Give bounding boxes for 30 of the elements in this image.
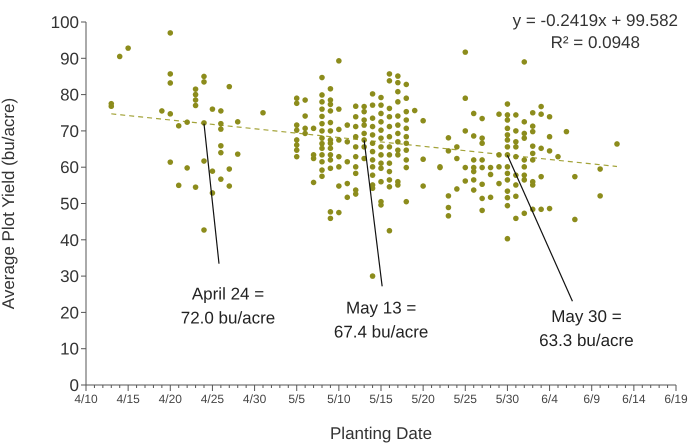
x-axis-title: Planting Date bbox=[330, 424, 432, 443]
y-tick-label: 80 bbox=[60, 86, 79, 105]
x-tick-label: 5/10 bbox=[327, 392, 351, 406]
x-tick-label: 6/9 bbox=[583, 392, 600, 406]
x-tick-label: 6/4 bbox=[541, 392, 558, 406]
y-tick-label: 10 bbox=[60, 340, 79, 359]
y-tick-label: 70 bbox=[60, 122, 79, 141]
y-tick-label: 40 bbox=[60, 230, 79, 250]
y-tick-label: 90 bbox=[60, 49, 79, 68]
x-tick-label: 4/30 bbox=[242, 392, 267, 406]
annotation: April 24 = 72.0 bu/acre bbox=[180, 284, 276, 328]
x-tick-label: 5/5 bbox=[288, 392, 306, 406]
x-tick-label: 5/15 bbox=[369, 392, 393, 406]
y-axis-title: Average Plot Yield (bu/acre) bbox=[0, 98, 18, 310]
x-tick-label: 4/20 bbox=[158, 392, 182, 406]
y-tick-label: 30 bbox=[60, 267, 79, 286]
x-tick-label: 5/30 bbox=[496, 392, 520, 406]
y-tick-label: 50 bbox=[60, 194, 79, 214]
x-tick-label: 5/25 bbox=[454, 392, 478, 406]
x-tick-label: 4/25 bbox=[200, 392, 224, 406]
y-tick-label: 20 bbox=[60, 303, 79, 322]
x-tick-label: 5/20 bbox=[411, 392, 436, 406]
annotation: May 30 = 63.3 bu/acre bbox=[539, 307, 634, 350]
y-tick-label: 100 bbox=[50, 13, 79, 32]
y-tick-label: 60 bbox=[60, 158, 79, 178]
x-tick-label: 6/19 bbox=[664, 392, 688, 406]
annotation: May 13 = 67.4 bu/acre bbox=[334, 298, 428, 342]
x-tick-label: 4/15 bbox=[116, 392, 140, 406]
x-tick-label: 6/14 bbox=[622, 392, 646, 406]
annotation: y = -0.2419x + 99.582 R² = 0.0948 bbox=[512, 10, 678, 54]
